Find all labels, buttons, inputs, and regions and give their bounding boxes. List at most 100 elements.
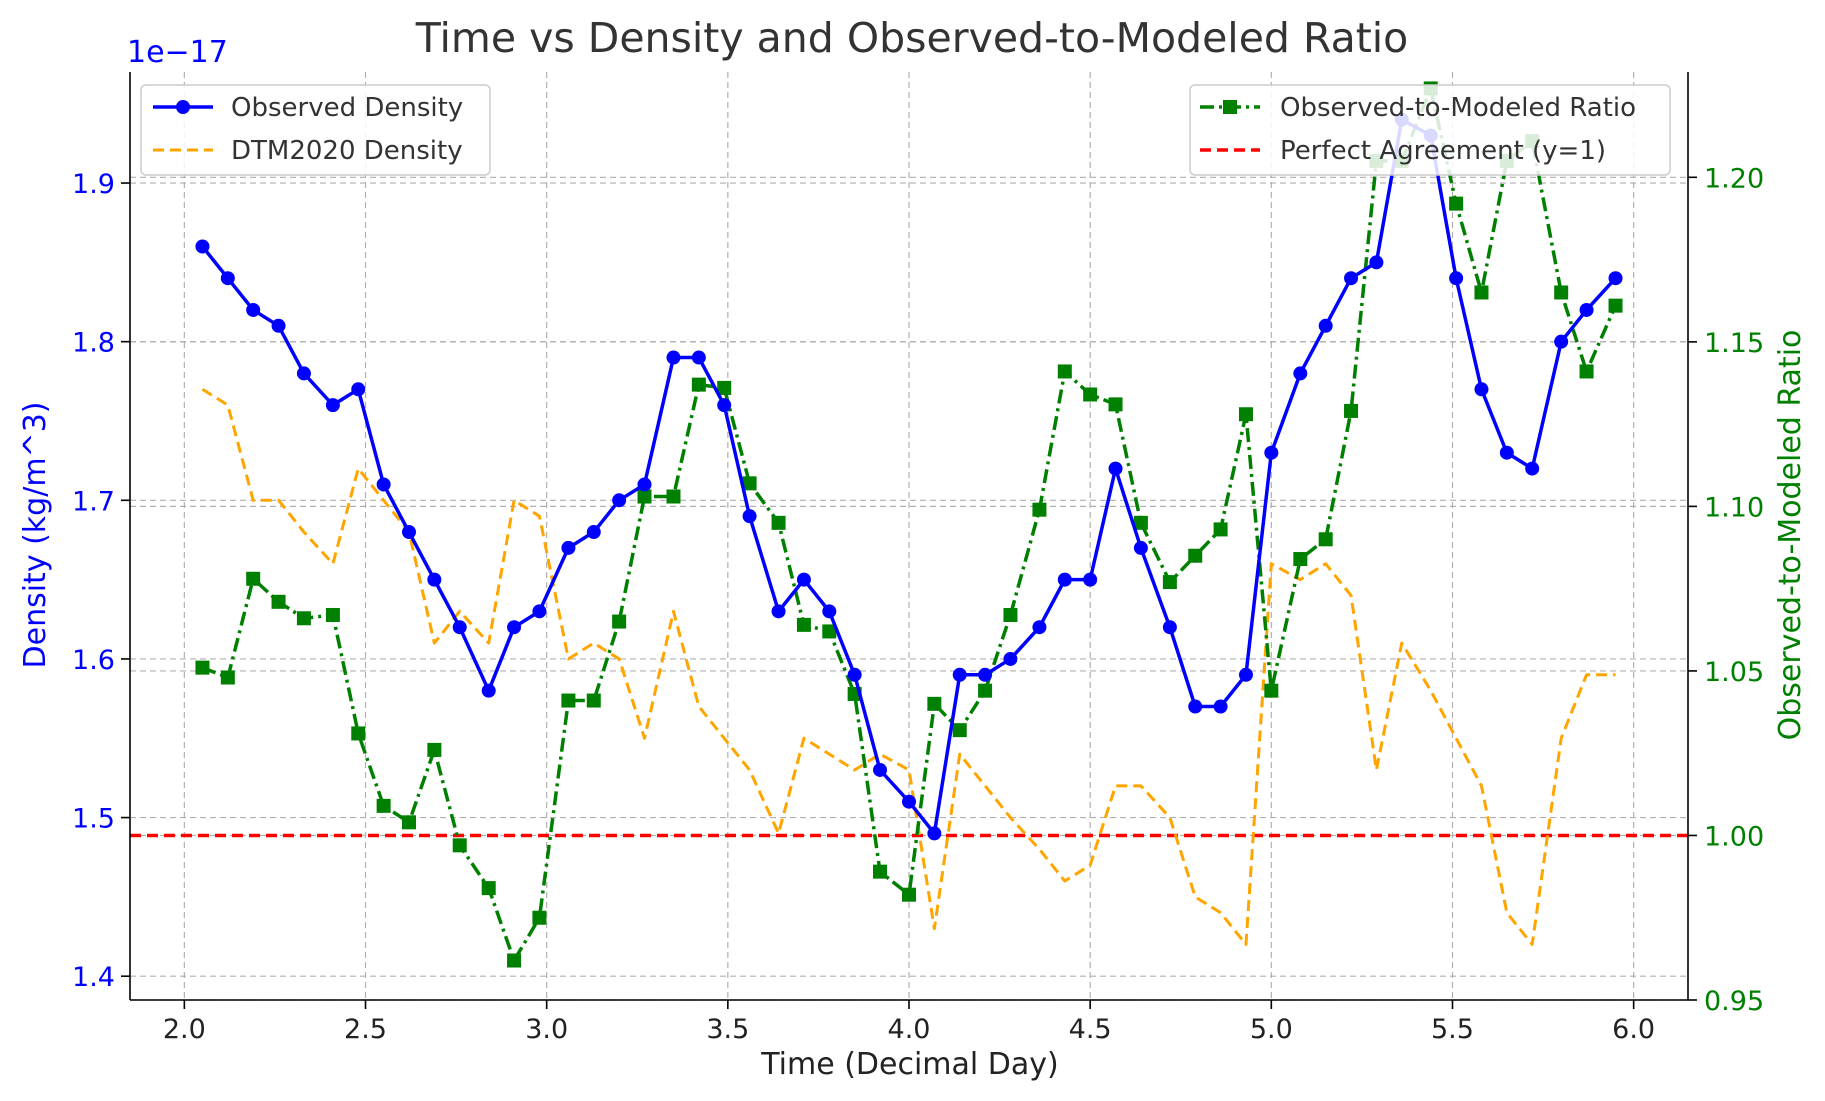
ratio-point: [561, 693, 576, 708]
ratio-point: [873, 864, 888, 879]
ratio-point: [1264, 683, 1279, 698]
ratio-point: [195, 660, 210, 675]
observed-density-point: [637, 477, 652, 492]
observed-density-point: [1499, 445, 1514, 460]
ratio-point: [717, 380, 732, 395]
observed-density-point: [796, 572, 811, 587]
y-right-tick-label: 1.10: [1704, 492, 1764, 523]
ratio-point: [325, 607, 340, 622]
observed-density-point: [351, 382, 366, 397]
observed-density-point: [771, 604, 786, 619]
x-tick-label: 2.0: [163, 1014, 206, 1045]
ratio-point: [1554, 285, 1569, 300]
observed-density-point: [561, 540, 576, 555]
ratio-point: [1133, 515, 1148, 530]
observed-density-point: [1369, 255, 1384, 270]
ratio-point: [220, 670, 235, 685]
y-left-tick-label: 1.5: [72, 804, 115, 835]
observed-density-point: [427, 572, 442, 587]
observed-density-point: [873, 762, 888, 777]
ratio-point: [822, 624, 837, 639]
legend-entry-ratio: Observed-to-Modeled Ratio: [1200, 93, 1636, 123]
observed-density-point: [586, 525, 601, 540]
observed-density-point: [902, 794, 916, 809]
ratio-point: [927, 696, 942, 711]
observed-density-point: [847, 667, 862, 682]
legend-left-box: [140, 84, 491, 176]
observed-density-point: [507, 620, 522, 635]
legend-ratio-marker: [1223, 100, 1237, 114]
ratio-point: [452, 838, 467, 853]
x-tick-label: 4.0: [888, 1014, 931, 1045]
x-tick-label: 2.5: [344, 1014, 387, 1045]
legend-dtm-label: DTM2020 Density: [231, 136, 463, 166]
ratio-point: [902, 887, 916, 902]
observed-density-point: [246, 302, 261, 317]
legend-perfect-label: Perfect Agreement (y=1): [1280, 136, 1606, 166]
legend-observed-marker: [176, 100, 190, 114]
observed-density-point: [481, 683, 496, 698]
chart-title: Time vs Density and Observed-to-Modeled …: [415, 14, 1409, 62]
observed-density-point: [822, 604, 837, 619]
ratio-point: [612, 614, 627, 629]
ratio-point: [978, 683, 993, 698]
y-left-offset-label: 1e−17: [127, 35, 228, 70]
ratio-point: [1579, 364, 1594, 379]
observed-density-point: [952, 667, 967, 682]
observed-density-point: [1293, 366, 1308, 381]
ratio-point: [771, 515, 786, 530]
ratio-point: [952, 723, 967, 738]
y-right-tick-label: 1.00: [1704, 821, 1764, 852]
observed-density-point: [1162, 620, 1177, 635]
ratio-point: [427, 742, 442, 757]
ratio-point: [1449, 196, 1464, 211]
observed-density-point: [452, 620, 467, 635]
ratio-point: [1318, 532, 1333, 547]
ratio-point: [481, 881, 496, 896]
ratio-point: [351, 726, 366, 741]
observed-density-point: [220, 271, 235, 286]
observed-density-point: [1608, 271, 1623, 286]
y-left-tick-label: 1.6: [72, 645, 115, 676]
ratio-point: [1162, 575, 1177, 590]
ratio-point: [742, 476, 757, 491]
ratio-point: [691, 377, 706, 392]
observed-density-point: [978, 667, 993, 682]
observed-density-point: [1318, 318, 1333, 333]
legend-right-box: [1189, 84, 1671, 176]
observed-density-point: [612, 493, 627, 508]
y-left-ticks: 1.4 1.5 1.6 1.7 1.8 1.9: [72, 169, 130, 993]
observed-density-point: [296, 366, 311, 381]
ratio-point: [1608, 298, 1623, 313]
observed-density-point: [691, 350, 706, 365]
observed-density-point: [532, 604, 547, 619]
ratio-point: [1083, 387, 1098, 402]
observed-density-point: [325, 398, 340, 413]
observed-density-point: [1344, 271, 1359, 286]
ratio-point: [376, 798, 391, 813]
ratio-point: [532, 910, 547, 925]
x-axis-label: Time (Decimal Day): [760, 1047, 1058, 1082]
legend-right: Observed-to-Modeled Ratio Perfect Agreem…: [1189, 84, 1671, 176]
ratio-point: [1188, 548, 1203, 563]
observed-density-point: [1554, 334, 1569, 349]
observed-density-point: [1032, 620, 1047, 635]
observed-density-point: [1108, 461, 1123, 476]
legend-left: Observed Density DTM2020 Density: [140, 84, 491, 176]
observed-density-point: [927, 826, 942, 841]
ratio-point: [296, 611, 311, 626]
y-right-tick-label: 1.15: [1704, 328, 1764, 359]
observed-density-point: [1238, 667, 1253, 682]
y-right-axis-label: Observed-to-Modeled Ratio: [1773, 330, 1808, 741]
x-tick-label: 3.0: [525, 1014, 568, 1045]
ratio-point: [586, 693, 601, 708]
ratio-point: [507, 953, 522, 968]
observed-series-layer: [195, 112, 1623, 841]
observed-density-point: [1213, 699, 1228, 714]
observed-density-point: [742, 509, 757, 524]
legend-entry-observed: Observed Density: [153, 93, 463, 123]
plot-area: [130, 81, 1688, 968]
y-right-tick-label: 1.20: [1704, 163, 1764, 194]
legend-ratio-label: Observed-to-Modeled Ratio: [1280, 93, 1636, 123]
